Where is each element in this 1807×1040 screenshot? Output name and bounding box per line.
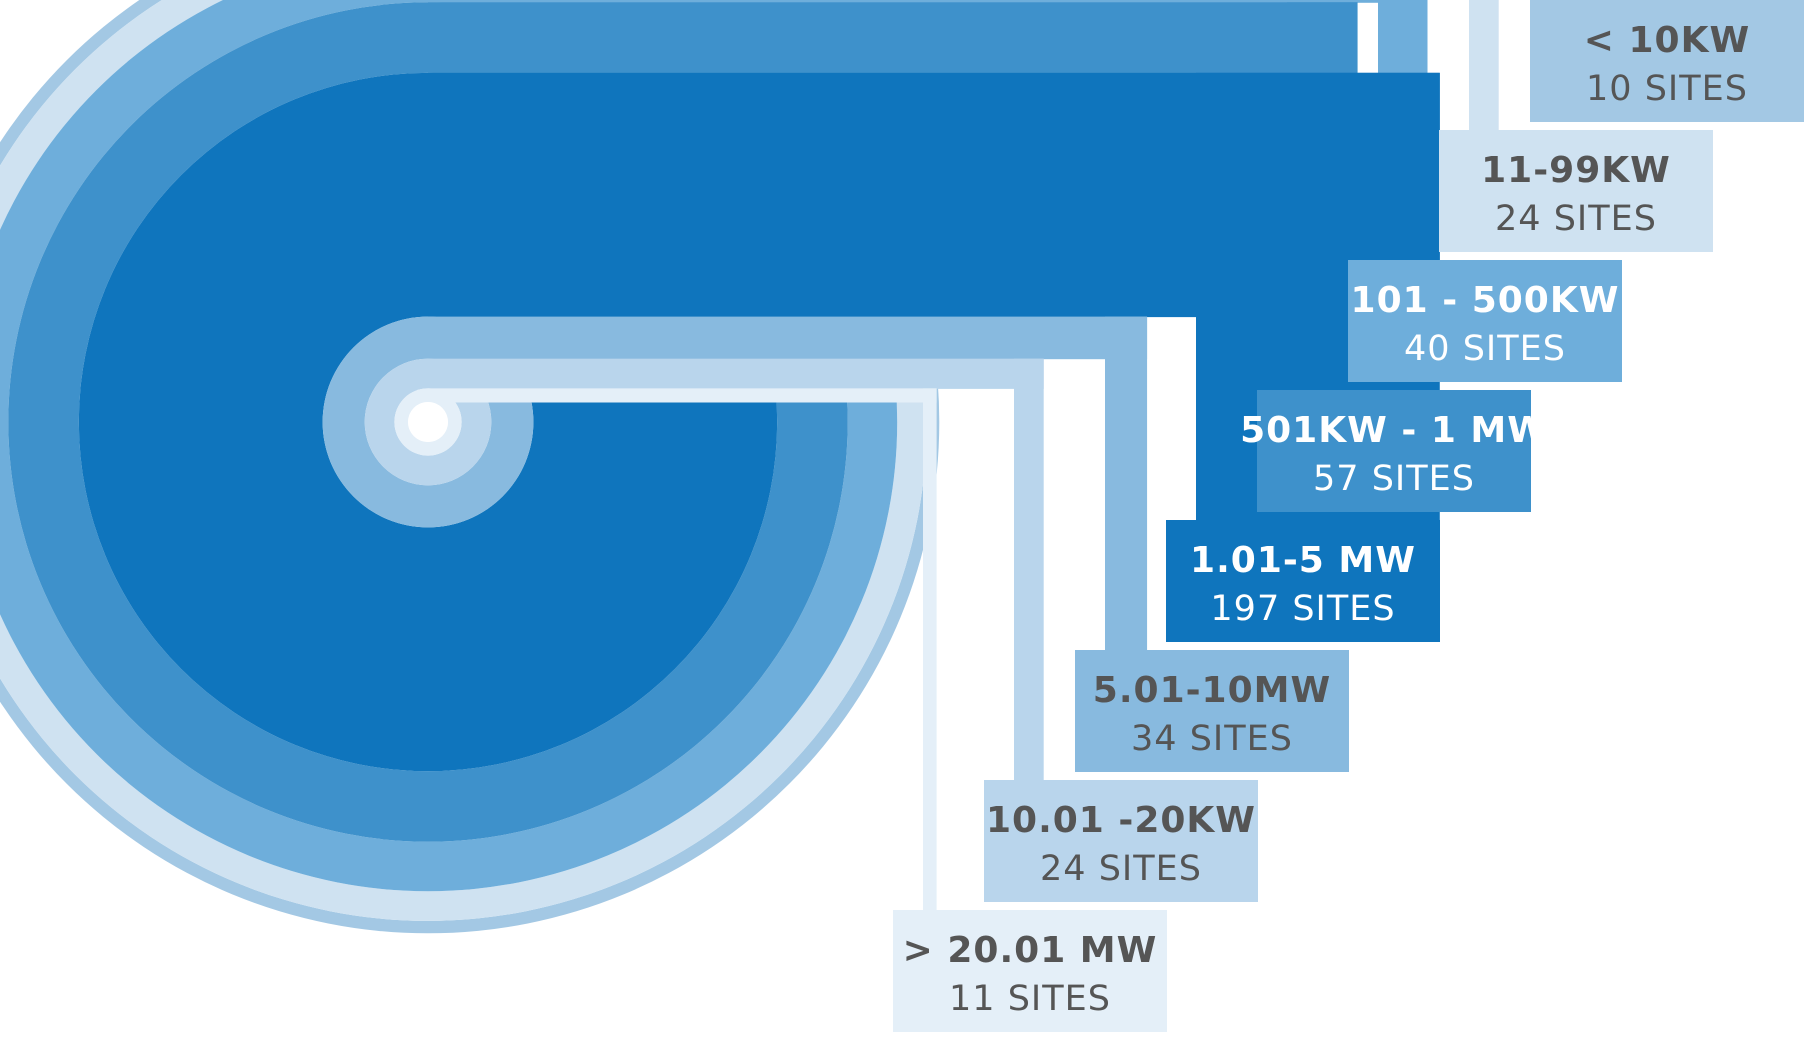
category-label-7: > 20.01 MW 11 SITES bbox=[893, 910, 1167, 1032]
label-box bbox=[1075, 650, 1349, 772]
band-leg-6 bbox=[1014, 358, 1044, 781]
label-box bbox=[1166, 520, 1440, 642]
label-site-count: 34 SITES bbox=[1131, 719, 1293, 759]
label-box bbox=[1439, 130, 1713, 252]
category-label-1: 11-99KW 24 SITES bbox=[1439, 130, 1713, 252]
spiral-center-hole bbox=[408, 402, 448, 442]
label-range: 11-99KW bbox=[1481, 150, 1671, 191]
band-arm-7 bbox=[428, 388, 937, 403]
band-leg-1 bbox=[1469, 0, 1499, 132]
label-box bbox=[1348, 260, 1622, 382]
label-site-count: 10 SITES bbox=[1586, 69, 1748, 109]
label-site-count: 11 SITES bbox=[949, 979, 1111, 1019]
label-box bbox=[984, 780, 1258, 902]
category-label-4: 1.01-5 MW 197 SITES bbox=[1166, 520, 1440, 642]
label-site-count: 24 SITES bbox=[1040, 849, 1202, 889]
band-arm-3 bbox=[428, 2, 1358, 74]
category-label-3: 501KW - 1 MW 57 SITES bbox=[1240, 390, 1548, 512]
band-leg-5 bbox=[1105, 316, 1148, 651]
label-box bbox=[1530, 0, 1804, 122]
label-range: 10.01 -20KW bbox=[986, 800, 1256, 841]
label-site-count: 24 SITES bbox=[1495, 199, 1657, 239]
label-site-count: 57 SITES bbox=[1313, 459, 1475, 499]
label-range: 1.01-5 MW bbox=[1190, 540, 1416, 581]
flow-bands bbox=[0, 0, 1573, 934]
category-label-2: 101 - 500KW 40 SITES bbox=[1348, 260, 1622, 382]
band-arm-5 bbox=[428, 316, 1148, 360]
label-site-count: 40 SITES bbox=[1404, 329, 1566, 369]
category-label-5: 5.01-10MW 34 SITES bbox=[1075, 650, 1349, 772]
band-arm-2 bbox=[428, 0, 1428, 3]
band-arm-6 bbox=[428, 358, 1044, 389]
label-box bbox=[893, 910, 1167, 1032]
label-range: 501KW - 1 MW bbox=[1240, 410, 1548, 451]
label-range: < 10KW bbox=[1584, 20, 1750, 61]
category-label-0: < 10KW 10 SITES bbox=[1530, 0, 1804, 122]
label-range: 5.01-10MW bbox=[1093, 670, 1331, 711]
label-site-count: 197 SITES bbox=[1210, 589, 1395, 629]
category-labels: < 10KW 10 SITES 11-99KW 24 SITES 101 - 500KW… bbox=[893, 0, 1804, 1032]
label-range: 101 - 500KW bbox=[1351, 280, 1620, 321]
label-box bbox=[1257, 390, 1531, 512]
band-leg-7 bbox=[923, 388, 937, 911]
label-range: > 20.01 MW bbox=[903, 930, 1158, 971]
category-label-6: 10.01 -20KW 24 SITES bbox=[984, 780, 1258, 902]
